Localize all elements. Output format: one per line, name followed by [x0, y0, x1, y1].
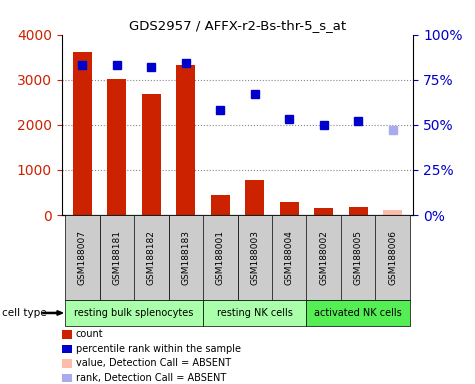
Text: GSM188002: GSM188002 — [319, 230, 328, 285]
Text: GSM188007: GSM188007 — [78, 230, 87, 285]
Text: value, Detection Call = ABSENT: value, Detection Call = ABSENT — [76, 358, 231, 368]
Text: count: count — [76, 329, 104, 339]
Bar — [211, 195, 230, 215]
Bar — [142, 94, 161, 215]
Bar — [314, 208, 333, 215]
Bar — [245, 180, 264, 215]
Text: rank, Detection Call = ABSENT: rank, Detection Call = ABSENT — [76, 373, 226, 383]
Bar — [73, 52, 92, 215]
Text: GSM188182: GSM188182 — [147, 230, 156, 285]
Text: GSM188004: GSM188004 — [285, 230, 294, 285]
Bar — [107, 79, 126, 215]
Text: GSM188005: GSM188005 — [353, 230, 362, 285]
Bar — [383, 210, 402, 215]
Text: GSM188003: GSM188003 — [250, 230, 259, 285]
Title: GDS2957 / AFFX-r2-Bs-thr-5_s_at: GDS2957 / AFFX-r2-Bs-thr-5_s_at — [129, 19, 346, 32]
Text: cell type: cell type — [2, 308, 47, 318]
Text: GSM188181: GSM188181 — [113, 230, 122, 285]
Text: percentile rank within the sample: percentile rank within the sample — [76, 344, 241, 354]
Text: GSM188006: GSM188006 — [388, 230, 397, 285]
Bar — [176, 65, 195, 215]
Text: GSM188183: GSM188183 — [181, 230, 190, 285]
Text: activated NK cells: activated NK cells — [314, 308, 402, 318]
Bar — [349, 207, 368, 215]
Text: resting bulk splenocytes: resting bulk splenocytes — [75, 308, 194, 318]
Text: GSM188001: GSM188001 — [216, 230, 225, 285]
Text: resting NK cells: resting NK cells — [217, 308, 293, 318]
Bar — [280, 202, 299, 215]
